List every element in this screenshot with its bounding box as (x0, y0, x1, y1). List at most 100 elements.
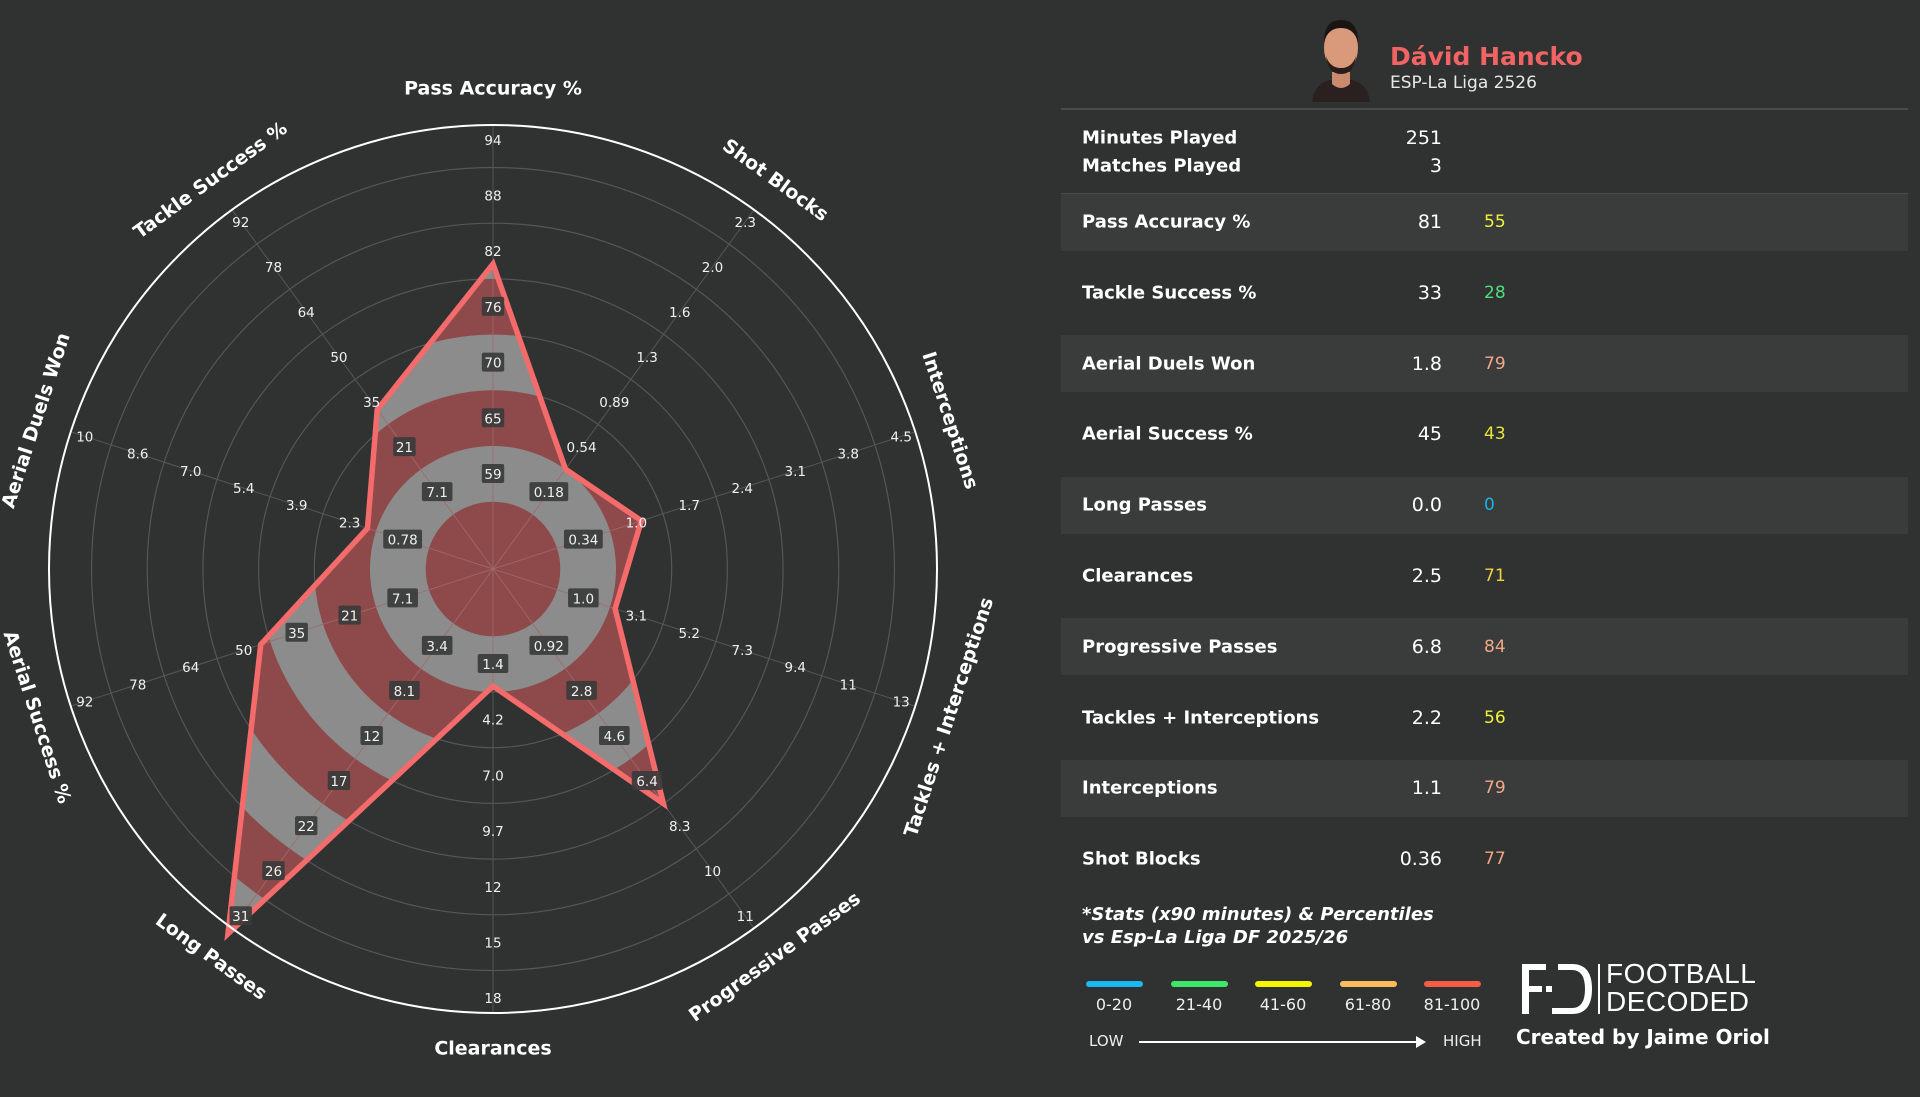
tick-label-box (383, 529, 423, 549)
radar-chart: 59 65 70 76 82 88 94 Pass Accuracy % 0.18 0.54 0.8… (0, 78, 998, 1060)
tick-label-box (481, 296, 505, 316)
tick-label-box (477, 654, 509, 673)
stat-value: 45 (1417, 423, 1442, 446)
legend-range-label: 0-20 (1095, 995, 1133, 1014)
arrow-right-icon (1416, 1036, 1426, 1048)
tick-label: 0.78 (388, 533, 418, 549)
stat-percentile: 56 (1484, 707, 1506, 728)
tick-label: 50 (235, 643, 252, 659)
tick-label: 13 (893, 695, 910, 711)
tick-label: 2.4 (732, 481, 753, 497)
tick-label: 12 (484, 880, 501, 896)
tick-label: 2.3 (735, 215, 756, 231)
tick-label: 21 (341, 609, 358, 625)
legend-arrow-line (1139, 1041, 1419, 1043)
tick-label: 2.8 (571, 684, 592, 700)
tick-label: 88 (484, 189, 501, 205)
tick-label-box (360, 725, 383, 745)
tick-label-box (295, 816, 318, 836)
stat-value: 6.8 (1411, 635, 1442, 658)
tick-label: 2.0 (702, 260, 723, 276)
legend-range-label: 21-40 (1175, 995, 1223, 1014)
legend-low-label: LOW (1089, 1032, 1124, 1050)
legend-range-label: 81-100 (1423, 995, 1481, 1014)
tick-label-box (599, 725, 630, 745)
stat-label: Clearances (1082, 565, 1194, 587)
stat-percentile: 84 (1484, 636, 1506, 657)
tick-label: 64 (182, 660, 199, 676)
tick-label: 65 (484, 411, 501, 427)
minutes-played-label: Minutes Played (1082, 127, 1238, 149)
axis-label: Interceptions (917, 349, 982, 492)
tick-label-box (481, 352, 505, 372)
tick-label: 1.4 (482, 657, 503, 673)
stat-value: 1.1 (1411, 777, 1442, 800)
stat-row-background (1061, 193, 1908, 251)
legend-color-bar (1424, 981, 1481, 987)
stat-label: Tackles + Interceptions (1082, 707, 1320, 729)
stat-value: 2.2 (1411, 706, 1442, 729)
stat-row-background (1061, 759, 1908, 817)
tick-label: 8.6 (127, 447, 148, 463)
tick-label: 21 (396, 440, 413, 456)
tick-label: 78 (265, 260, 282, 276)
tick-label: 4.5 (890, 429, 911, 445)
tick-label: 1.0 (573, 591, 594, 607)
axis-label: Aerial Duels Won (0, 330, 75, 511)
tick-label-box (563, 529, 603, 549)
stat-percentile: 79 (1484, 778, 1506, 799)
axis-label: Aerial Success % (0, 628, 75, 806)
outer-ring (48, 124, 938, 1014)
stat-value: 0.0 (1411, 494, 1442, 517)
stat-percentile: 0 (1484, 495, 1495, 516)
tick-label: 7.1 (392, 591, 413, 607)
tick-label: 26 (265, 864, 282, 880)
stat-label: Progressive Passes (1082, 636, 1278, 658)
tick-label: 4.2 (482, 713, 503, 729)
matches-played-label: Matches Played (1082, 155, 1242, 177)
stat-label: Pass Accuracy % (1082, 211, 1251, 233)
stat-percentile: 71 (1484, 566, 1506, 586)
stat-percentile: 55 (1484, 212, 1506, 232)
tick-label-box (421, 482, 453, 502)
tick-label-box (421, 635, 453, 655)
axis-label: Tackles + Interceptions (900, 595, 998, 840)
axis-spoke-inner (492, 568, 664, 934)
football-decoded-logo-icon (1522, 964, 1600, 1014)
tick-label: 7.0 (180, 464, 201, 480)
tick-label: 11 (840, 677, 857, 693)
legend-range-label: 41-60 (1259, 995, 1307, 1014)
tick-label-box (285, 622, 308, 642)
stat-value: 0.36 (1399, 848, 1442, 871)
stat-row-background (1061, 476, 1908, 534)
note-line-2: vs Esp-La Liga DF 2025/26 (1082, 927, 1349, 948)
tick-label: 15 (484, 936, 501, 952)
legend-color-bar (1171, 981, 1228, 987)
stat-label: Interceptions (1082, 777, 1218, 799)
tick-label: 7.0 (482, 768, 503, 784)
legend-range-label: 61-80 (1344, 995, 1392, 1014)
tick-label: 1.3 (636, 350, 657, 366)
tick-label-box (387, 588, 418, 608)
tick-label: 0.89 (599, 395, 629, 411)
stat-row-background (1061, 335, 1908, 393)
tick-label-box (393, 437, 416, 457)
divider (1061, 108, 1908, 110)
tick-label: 22 (298, 819, 315, 835)
tick-label: 76 (484, 300, 501, 316)
tick-label: 3.9 (286, 498, 307, 514)
tick-label-box (327, 771, 351, 791)
tick-label-box (389, 680, 420, 700)
tick-label-box (481, 464, 505, 483)
tick-label: 59 (484, 467, 501, 483)
tick-label: 1.6 (669, 305, 690, 321)
tick-label-box (262, 861, 285, 881)
axis-label: Pass Accuracy % (404, 78, 582, 100)
tick-label: 5.2 (679, 626, 700, 642)
tick-label: 7.3 (732, 643, 753, 659)
tick-label: 78 (129, 677, 146, 693)
tick-label: 8.1 (394, 684, 415, 700)
tick-label: 18 (484, 991, 501, 1007)
stat-percentile: 43 (1484, 424, 1506, 445)
tick-label-box (566, 680, 597, 700)
